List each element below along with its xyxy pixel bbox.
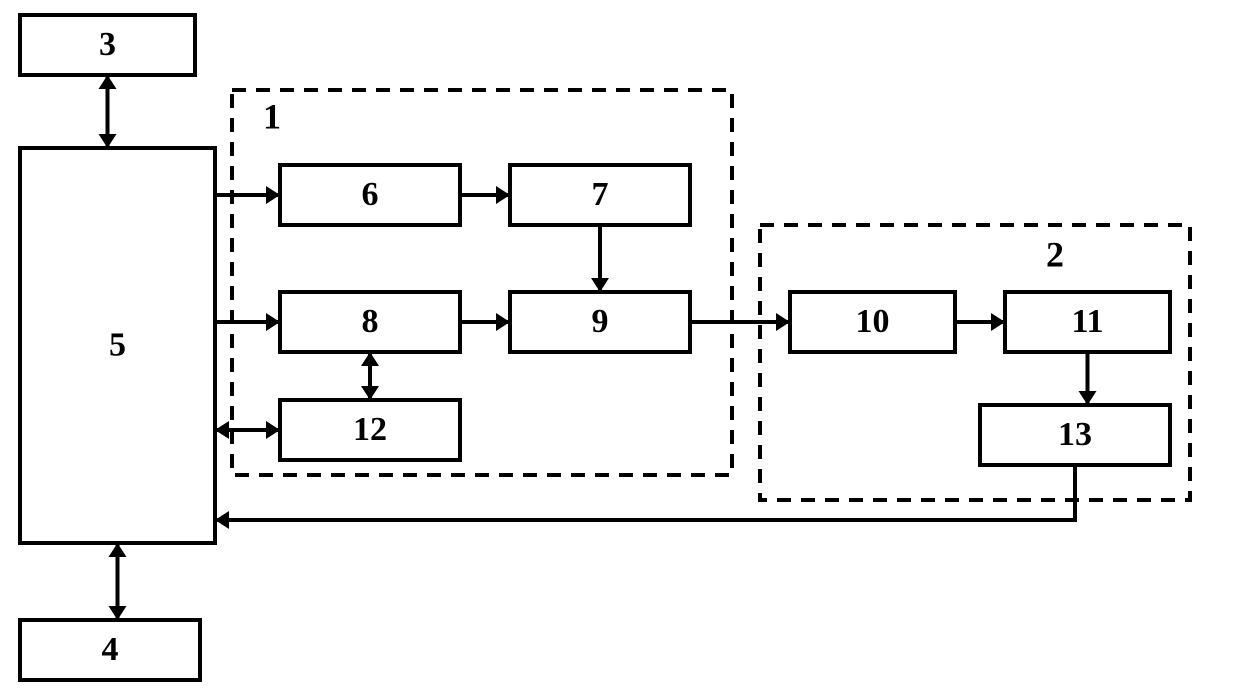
- node-label-n12: 12: [353, 411, 387, 448]
- node-label-n5: 5: [109, 326, 126, 363]
- nodes: 354678912101113: [20, 15, 1170, 680]
- node-label-n8: 8: [362, 303, 379, 340]
- group-label-g2: 2: [1046, 234, 1064, 274]
- node-label-n13: 13: [1058, 416, 1092, 453]
- node-label-n10: 10: [856, 303, 890, 340]
- node-label-n9: 9: [592, 303, 609, 340]
- group-label-g1: 1: [263, 96, 281, 136]
- node-label-n11: 11: [1071, 303, 1103, 340]
- node-label-n3: 3: [99, 26, 116, 63]
- node-label-n4: 4: [102, 631, 119, 668]
- node-label-n6: 6: [362, 176, 379, 213]
- node-label-n7: 7: [592, 176, 609, 213]
- block-diagram: 12354678912101113: [0, 0, 1240, 692]
